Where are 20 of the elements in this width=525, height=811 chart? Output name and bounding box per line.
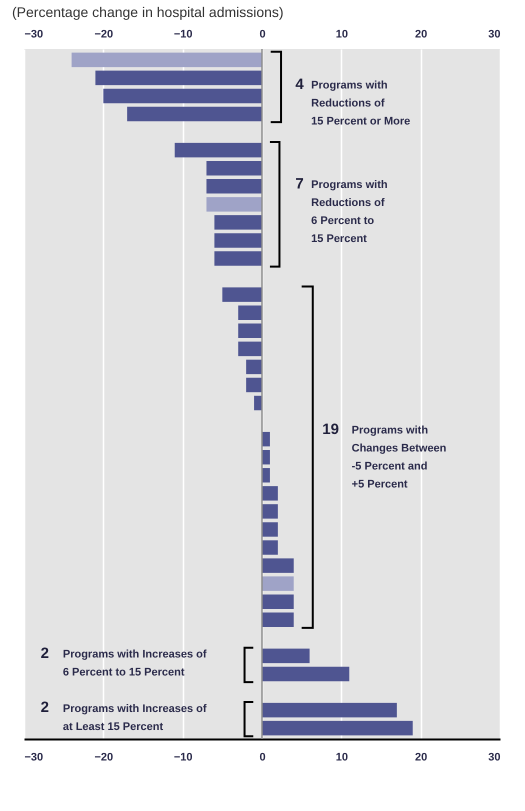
text: 4 Programs with Reductions of 15 Percent or More (295, 76, 410, 128)
text: 2 Programs with Increases of 6 Percent to 15 Percent (40, 644, 207, 679)
x2-tick-label: −10 (174, 752, 193, 764)
x-tick-label: −30 (24, 28, 44, 40)
x-tick-label: −10 (174, 28, 193, 40)
x2-tick-label: 0 (259, 752, 266, 764)
text: 2 Programs with Increases of at Least 15 Percent (40, 699, 207, 733)
x-tick-label: 20 (415, 28, 428, 40)
x-tick-label: 0 (259, 28, 266, 40)
x2-tick-label: −20 (94, 752, 114, 764)
text: 7 Programs with Reductions of 6 Percent to 15 Percent (295, 175, 388, 246)
x-tick-label: −20 (94, 28, 114, 40)
x-tick-label: 10 (336, 28, 348, 40)
x-tick-label: 30 (488, 28, 500, 40)
x2-tick-label: 20 (415, 752, 428, 764)
x2-tick-label: −30 (24, 752, 44, 764)
text: 19 Programs with Changes Between -5 Percent and +5 Percent (322, 420, 446, 491)
chart-title: (Percentage change in hospital admissions) (12, 4, 284, 20)
x2-tick-label: 10 (336, 752, 348, 764)
x2-tick-label: 30 (488, 752, 500, 764)
